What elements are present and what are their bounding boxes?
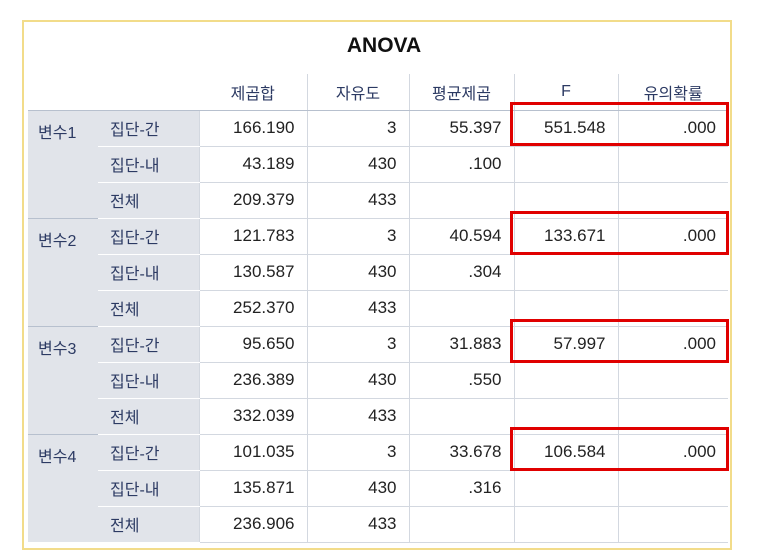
mean-square-cell: 33.678 bbox=[408, 433, 514, 471]
table-row: 집단-내 130.587 430.304 bbox=[28, 254, 728, 291]
group-label: 집단-간 bbox=[98, 433, 199, 471]
sum-of-squares-cell: 101.035 bbox=[198, 433, 307, 471]
f-cell bbox=[513, 470, 618, 507]
mean-square-cell: 40.594 bbox=[408, 217, 514, 255]
group-label: 전체 bbox=[98, 182, 199, 219]
mean-square-cell bbox=[408, 290, 514, 327]
table-row: 집단-내 135.871 430.316 bbox=[28, 470, 728, 507]
f-cell bbox=[513, 146, 618, 183]
table-row: 집단-내 236.389 430.550 bbox=[28, 362, 728, 399]
table-row: 변수1 집단-간 166.190 3 55.397 551.548.000 bbox=[28, 109, 728, 218]
significance-cell: .000 bbox=[617, 433, 728, 471]
sum-of-squares-cell: 332.039 bbox=[198, 398, 307, 435]
highlight-box-4 bbox=[510, 427, 729, 471]
f-cell: 551.548 bbox=[513, 109, 618, 147]
mean-square-cell bbox=[408, 398, 514, 435]
group-label: 집단-간 bbox=[98, 109, 199, 147]
highlight-box-2 bbox=[510, 211, 729, 255]
f-cell: 106.584 bbox=[513, 433, 618, 471]
group-label: 집단-내 bbox=[98, 362, 199, 399]
df-cell: 3 bbox=[306, 217, 409, 255]
sum-of-squares-cell: 236.389 bbox=[198, 362, 307, 399]
sum-of-squares-cell: 121.783 bbox=[198, 217, 307, 255]
mean-square-cell bbox=[408, 506, 514, 543]
group-label: 집단-내 bbox=[98, 470, 199, 507]
highlight-box-1 bbox=[510, 102, 729, 146]
df-cell: 430 bbox=[306, 470, 409, 507]
mean-square-cell: .100 bbox=[408, 146, 514, 183]
mean-square-cell bbox=[408, 182, 514, 219]
header-sum-of-squares: 제곱합 bbox=[199, 74, 307, 111]
variable-label: 변수3 bbox=[28, 325, 98, 434]
group-label: 전체 bbox=[98, 290, 199, 327]
mean-square-cell: 31.883 bbox=[408, 325, 514, 363]
significance-cell bbox=[617, 146, 728, 183]
anova-table: 제곱합 자유도 평균제곱 F 유의확률 변수1 집단-간 166.190 3 55.39… bbox=[28, 74, 728, 543]
f-cell bbox=[513, 362, 618, 399]
table-row: 변수2 집단-간 121.783 3 40.594 133.671.000 bbox=[28, 217, 728, 326]
f-cell bbox=[513, 254, 618, 291]
df-cell: 3 bbox=[306, 433, 409, 471]
mean-square-cell: .550 bbox=[408, 362, 514, 399]
df-cell: 433 bbox=[306, 398, 409, 435]
significance-cell: .000 bbox=[617, 109, 728, 147]
sum-of-squares-cell: 236.906 bbox=[198, 506, 307, 543]
variable-label: 변수4 bbox=[28, 433, 98, 542]
table-row: 변수3 집단-간 95.650 3 31.883 57.997.000 bbox=[28, 325, 728, 434]
highlight-box-3 bbox=[510, 319, 729, 363]
table-row: 집단-내 43.189 430.100 bbox=[28, 146, 728, 183]
significance-cell bbox=[617, 506, 728, 543]
mean-square-cell: 55.397 bbox=[408, 109, 514, 147]
mean-square-cell: .316 bbox=[408, 470, 514, 507]
sum-of-squares-cell: 252.370 bbox=[198, 290, 307, 327]
mean-square-cell: .304 bbox=[408, 254, 514, 291]
group-label: 집단-간 bbox=[98, 217, 199, 255]
significance-cell bbox=[617, 254, 728, 291]
df-cell: 433 bbox=[306, 290, 409, 327]
group-label: 전체 bbox=[98, 398, 199, 435]
group-label: 집단-내 bbox=[98, 254, 199, 291]
significance-cell: .000 bbox=[617, 325, 728, 363]
df-cell: 430 bbox=[306, 254, 409, 291]
group-label: 전체 bbox=[98, 506, 199, 543]
header-df: 자유도 bbox=[306, 74, 409, 111]
group-label: 집단-간 bbox=[98, 325, 199, 363]
df-cell: 433 bbox=[306, 182, 409, 219]
significance-cell bbox=[617, 362, 728, 399]
header-blank-group bbox=[98, 74, 199, 110]
f-cell: 133.671 bbox=[513, 217, 618, 255]
header-blank-var bbox=[28, 74, 98, 110]
sum-of-squares-cell: 166.190 bbox=[198, 109, 307, 147]
sum-of-squares-cell: 209.379 bbox=[198, 182, 307, 219]
sum-of-squares-cell: 95.650 bbox=[198, 325, 307, 363]
sum-of-squares-cell: 135.871 bbox=[198, 470, 307, 507]
df-cell: 3 bbox=[306, 325, 409, 363]
header-row: 제곱합 자유도 평균제곱 F 유의확률 bbox=[28, 74, 728, 111]
header-mean-square: 평균제곱 bbox=[408, 74, 514, 111]
sum-of-squares-cell: 43.189 bbox=[198, 146, 307, 183]
df-cell: 430 bbox=[306, 362, 409, 399]
f-cell bbox=[513, 506, 618, 543]
f-cell: 57.997 bbox=[513, 325, 618, 363]
df-cell: 430 bbox=[306, 146, 409, 183]
table-title: ANOVA bbox=[346, 34, 422, 57]
variable-label: 변수1 bbox=[28, 109, 98, 218]
df-cell: 3 bbox=[306, 109, 409, 147]
table-row: 변수4 집단-간 101.035 3 33.678 106.584.000 bbox=[28, 433, 728, 542]
sum-of-squares-cell: 130.587 bbox=[198, 254, 307, 291]
significance-cell: .000 bbox=[617, 217, 728, 255]
df-cell: 433 bbox=[306, 506, 409, 543]
table-row: 전체 236.906 433 bbox=[28, 506, 728, 543]
variable-label: 변수2 bbox=[28, 217, 98, 326]
significance-cell bbox=[617, 470, 728, 507]
group-label: 집단-내 bbox=[98, 146, 199, 183]
